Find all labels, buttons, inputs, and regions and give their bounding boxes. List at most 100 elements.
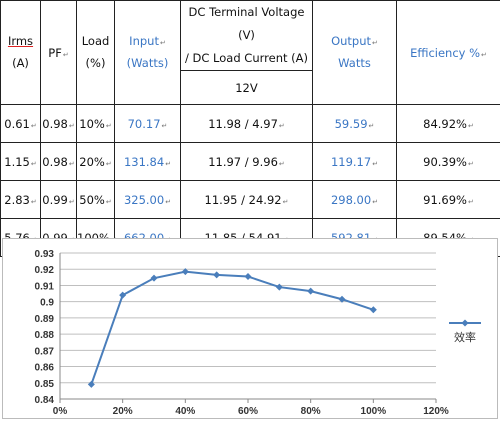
cell-efficiency: 91.69% (423, 193, 467, 207)
cell-irms: 1.15 (4, 155, 30, 169)
y-tick-label: 0.89 (35, 314, 55, 325)
data-point-marker (276, 284, 283, 291)
header-dc-sub-label: 12V (235, 81, 258, 95)
header-load-line2: (%) (86, 53, 106, 75)
y-tick-label: 0.86 (35, 363, 55, 374)
cell-end-marker-icon: ↵ (31, 198, 37, 206)
cell-end-marker-icon: ↵ (283, 198, 289, 206)
cell-end-marker-icon: ↵ (69, 198, 75, 206)
cell-end-marker-icon: ↵ (372, 160, 378, 168)
header-efficiency: Efficiency %↵ (397, 1, 500, 105)
y-tick-label: 0.91 (35, 281, 55, 292)
cell-load: 20% (79, 155, 105, 169)
header-irms: Irms (A) (1, 1, 41, 105)
data-point-marker (307, 288, 314, 295)
cell-input: 70.17 (128, 117, 161, 131)
header-dc-line2: / DC Load Current (A) (185, 47, 308, 70)
cell-output: 59.59 (335, 117, 368, 131)
cell-end-marker-icon: ↵ (468, 198, 474, 206)
cell-end-marker-icon: ↵ (279, 122, 285, 130)
x-tick-label: 100% (361, 406, 387, 417)
header-output-line1: Output (331, 34, 371, 48)
cell-input: 325.00 (124, 193, 164, 207)
chart-frame: 0.84 0.85 0.86 0.87 0.88 0.89 0.9 0.91 0.92 0.93 0… (2, 238, 498, 419)
cell-input: 131.84 (124, 155, 164, 169)
y-tick-label: 0.92 (35, 265, 55, 276)
cell-dc: 11.97 / 9.96 (208, 155, 278, 169)
cell-end-marker-icon: ↵ (69, 122, 75, 130)
cell-pf: 0.99 (42, 193, 68, 207)
cell-dc: 11.98 / 4.97 (208, 117, 278, 131)
table-row: 1.15↵ 0.98↵ 20%↵ 131.84↵ 11.97 / 9.96↵ 1… (1, 143, 500, 181)
x-tick-label: 0% (53, 406, 68, 417)
cell-end-marker-icon: ↵ (162, 122, 168, 130)
cell-end-marker-icon: ↵ (372, 198, 378, 206)
header-load-line1: Load (82, 31, 110, 53)
y-tick-label: 0.9 (40, 298, 54, 309)
cell-end-marker-icon: ↵ (31, 160, 37, 168)
cell-end-marker-icon: ↵ (69, 160, 75, 168)
cell-efficiency: 84.92% (423, 117, 467, 131)
header-dc: DC Terminal Voltage (V) / DC Load Curren… (181, 1, 313, 71)
series-line (91, 272, 373, 385)
cell-end-marker-icon: ↵ (106, 198, 112, 206)
y-tick-label: 0.88 (35, 330, 55, 341)
table-row: 2.83↵ 0.99↵ 50%↵ 325.00↵ 11.95 / 24.92↵ … (1, 181, 500, 219)
x-tick-label: 20% (113, 406, 133, 417)
cell-irms: 0.61 (4, 117, 30, 131)
y-tick-label: 0.84 (35, 395, 55, 406)
cell-end-marker-icon: ↵ (165, 198, 171, 206)
header-input-line1: Input (129, 34, 159, 48)
cell-end-marker-icon: ↵ (160, 39, 166, 47)
data-point-marker (370, 306, 377, 313)
cell-end-marker-icon: ↵ (106, 122, 112, 130)
header-dc-line1: DC Terminal Voltage (V) (181, 1, 312, 47)
legend-label: 效率 (454, 330, 476, 344)
header-efficiency-label: Efficiency % (410, 46, 480, 60)
cell-end-marker-icon: ↵ (369, 122, 375, 130)
cell-end-marker-icon: ↵ (63, 51, 69, 59)
measurement-table: Irms (A) PF↵ Load (%) Input↵ (Watts) DC … (0, 0, 500, 257)
cell-end-marker-icon: ↵ (481, 51, 487, 59)
cell-efficiency: 90.39% (423, 155, 467, 169)
legend-marker (462, 320, 469, 327)
data-point-marker (88, 381, 95, 388)
header-irms-line2: (A) (12, 53, 29, 75)
data-point-marker (245, 273, 252, 280)
cell-output: 119.17 (331, 155, 371, 169)
cell-end-marker-icon: ↵ (372, 39, 378, 47)
x-tick-label: 80% (301, 406, 321, 417)
cell-dc: 11.95 / 24.92 (205, 193, 282, 207)
header-irms-line1: Irms (8, 31, 33, 53)
cell-pf: 0.98 (42, 155, 68, 169)
header-pf-label: PF (48, 46, 62, 60)
efficiency-line-chart: 0.84 0.85 0.86 0.87 0.88 0.89 0.9 0.91 0.92 0.93 0… (3, 239, 497, 418)
cell-end-marker-icon: ↵ (165, 160, 171, 168)
header-input: Input↵ (Watts) (115, 1, 181, 105)
data-point-marker (213, 271, 220, 278)
x-tick-label: 60% (238, 406, 258, 417)
y-tick-label: 0.93 (35, 249, 55, 260)
header-output-line2: Watts (338, 53, 371, 75)
header-output: Output↵ Watts (313, 1, 397, 105)
efficiency-chart-region: 0.84 0.85 0.86 0.87 0.88 0.89 0.9 0.91 0.92 0.93 0… (0, 238, 500, 420)
cell-load: 50% (79, 193, 105, 207)
cell-load: 10% (79, 117, 105, 131)
cell-pf: 0.98 (42, 117, 68, 131)
header-dc-sub: 12V (181, 71, 313, 105)
y-tick-label: 0.87 (35, 346, 55, 357)
cell-end-marker-icon: ↵ (106, 160, 112, 168)
header-input-line2: (Watts) (127, 53, 169, 75)
cell-end-marker-icon: ↵ (31, 122, 37, 130)
x-tick-label: 40% (175, 406, 195, 417)
header-pf: PF↵ (41, 1, 77, 105)
y-tick-label: 0.85 (35, 379, 55, 390)
cell-end-marker-icon: ↵ (468, 122, 474, 130)
cell-end-marker-icon: ↵ (468, 160, 474, 168)
cell-output: 298.00 (331, 193, 371, 207)
cell-irms: 2.83 (4, 193, 30, 207)
table-row: 0.61↵ 0.98↵ 10%↵ 70.17↵ 11.98 / 4.97↵ 59… (1, 105, 500, 143)
measurement-table-region: Irms (A) PF↵ Load (%) Input↵ (Watts) DC … (0, 0, 500, 232)
x-tick-label: 120% (423, 406, 449, 417)
header-load: Load (%) (77, 1, 115, 105)
